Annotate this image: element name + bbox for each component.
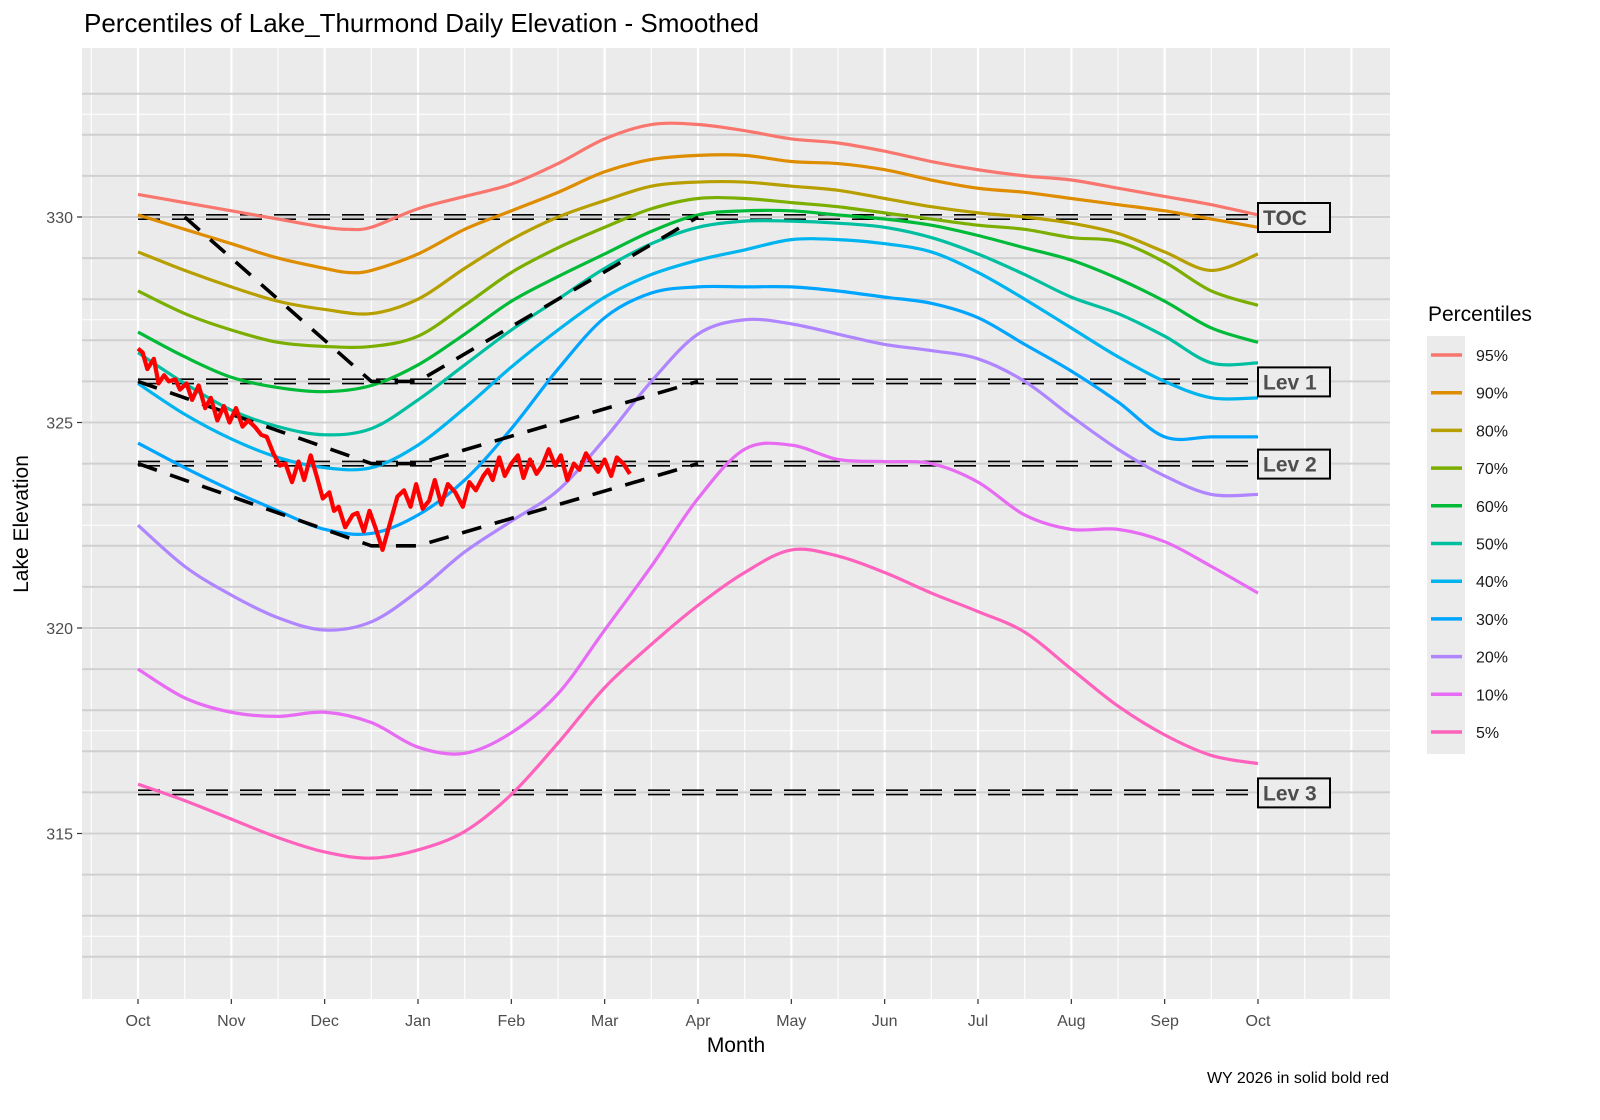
series-line-70pct: [137, 195, 1259, 349]
reference-label-text: Lev 3: [1263, 782, 1317, 805]
reference-label: TOC: [1257, 202, 1331, 233]
legend-label: 30%: [1476, 612, 1508, 629]
legend-item: 50%: [1431, 537, 1508, 554]
plot-panel: [82, 48, 1390, 999]
reference-label-box: [1257, 366, 1331, 398]
reference-label-box: [1257, 448, 1331, 480]
x-tick-label: Jul: [968, 1013, 988, 1030]
reference-label-text: Lev 1: [1263, 371, 1317, 394]
chart-title: Percentiles of Lake_Thurmond Daily Eleva…: [84, 8, 759, 38]
x-tick-label: Mar: [591, 1013, 619, 1030]
legend-item: 80%: [1431, 423, 1508, 440]
x-tick-label: Aug: [1057, 1013, 1085, 1030]
reference-label-text: TOC: [1263, 207, 1307, 230]
x-tick-label: Oct: [1246, 1013, 1271, 1030]
series-line-60pct: [137, 208, 1259, 394]
legend-label: 80%: [1476, 423, 1508, 440]
legend-item: 10%: [1431, 687, 1508, 704]
caption: WY 2026 in solid bold red: [1207, 1070, 1389, 1087]
reference-labels: TOC Lev 1 Lev 2 Lev 3: [1257, 202, 1331, 809]
wy2026-line: [136, 346, 632, 553]
legend-label: 10%: [1476, 687, 1508, 704]
series-line-80pct: [137, 179, 1259, 316]
legend-item: 60%: [1431, 499, 1508, 516]
percentile-series: [136, 121, 1259, 860]
y-axis: 315 320 325 330: [46, 210, 82, 844]
x-tick-label: Nov: [217, 1013, 245, 1030]
legend-item: 20%: [1431, 650, 1508, 667]
y-axis-title: Lake Elevation: [10, 455, 33, 593]
x-tick-label: Jun: [872, 1013, 898, 1030]
guide-curves: [137, 215, 699, 548]
legend-label: 20%: [1476, 650, 1508, 667]
legend-label: 5%: [1476, 725, 1499, 742]
reference-label: Lev 3: [1257, 777, 1331, 809]
legend-item: 40%: [1431, 574, 1508, 591]
legend-title: Percentiles: [1428, 303, 1532, 326]
y-tick-label: 325: [46, 416, 73, 433]
legend-label: 95%: [1476, 348, 1508, 365]
legend-item: 5%: [1431, 725, 1499, 742]
legend: Percentiles 95% 90% 80% 70% 60% 50% 40% 30% 20% 1…: [1427, 303, 1532, 754]
series-line-10pct: [137, 441, 1259, 756]
legend-item: 30%: [1431, 612, 1508, 629]
series-line-95pct: [137, 121, 1259, 232]
legend-label: 50%: [1476, 537, 1508, 554]
reference-label-box: [1257, 202, 1331, 233]
reference-label-text: Lev 2: [1263, 454, 1317, 477]
y-tick-label: 315: [46, 827, 73, 844]
series-line-50pct: [137, 218, 1259, 437]
upper-guide: [183, 215, 699, 384]
x-tick-label: May: [776, 1013, 806, 1030]
series-line-40pct: [137, 237, 1259, 472]
legend-item: 90%: [1431, 386, 1508, 403]
reference-label: Lev 2: [1257, 448, 1331, 480]
legend-item: 95%: [1431, 348, 1508, 365]
series-line-30pct: [137, 284, 1258, 536]
legend-item: 70%: [1431, 461, 1508, 478]
x-tick-label: Apr: [686, 1013, 712, 1030]
legend-label: 40%: [1476, 574, 1508, 591]
y-tick-label: 320: [46, 621, 73, 638]
legend-label: 60%: [1476, 499, 1508, 516]
series-line-5pct: [137, 547, 1259, 860]
reference-lines: [138, 214, 1258, 796]
x-axis-title: Month: [707, 1034, 765, 1057]
legend-label: 90%: [1476, 386, 1508, 403]
x-tick-label: Dec: [310, 1013, 338, 1030]
legend-label: 70%: [1476, 461, 1508, 478]
x-axis: Oct Nov Dec Jan Feb Mar Apr May Jun Jul Aug Sep Oct: [126, 999, 1271, 1030]
series-line-90pct: [137, 153, 1259, 275]
x-tick-label: Sep: [1150, 1013, 1179, 1030]
reference-label-box: [1257, 777, 1331, 809]
series-line-20pct: [136, 317, 1259, 632]
foot-reference-lines: [82, 92, 1390, 958]
x-tick-label: Feb: [498, 1013, 526, 1030]
x-tick-label: Jan: [405, 1013, 431, 1030]
x-tick-label: Oct: [126, 1013, 151, 1030]
wy2026-series: [136, 346, 632, 553]
reference-label: Lev 1: [1257, 366, 1331, 398]
y-tick-label: 330: [46, 210, 73, 227]
